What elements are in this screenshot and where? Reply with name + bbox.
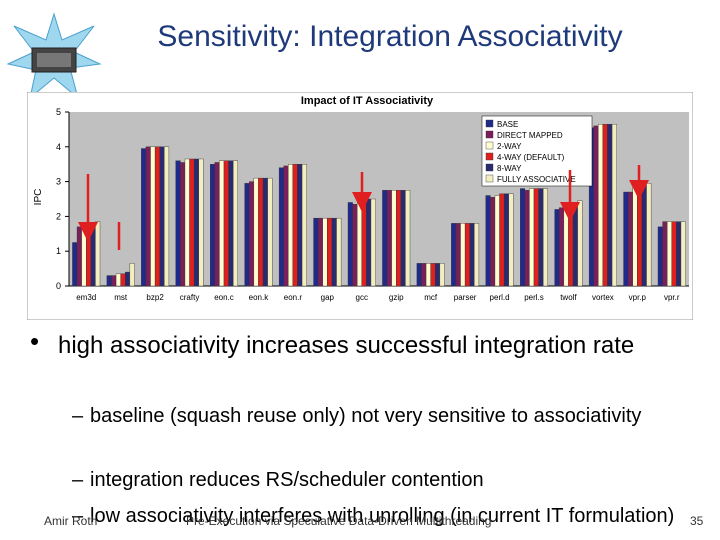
sub-bullet-marker: – <box>72 469 84 491</box>
chart: Impact of IT Associativity IPC 0 1 2 3 4 5 em3… <box>27 92 693 320</box>
sub-bullet-marker: – <box>72 505 84 527</box>
legend-swatch <box>485 163 494 172</box>
legend-label: 4-WAY (DEFAULT) <box>497 153 565 162</box>
sub-bullet-marker: – <box>72 405 84 427</box>
bar <box>439 263 445 287</box>
legend-swatch <box>485 130 494 139</box>
bar <box>370 198 376 287</box>
x-tick-label: perl.d <box>490 293 510 302</box>
bar <box>267 177 273 287</box>
y-tick-label: 2 <box>56 211 61 221</box>
x-tick-label: mcf <box>424 293 438 302</box>
x-tick-label: gap <box>321 293 335 302</box>
x-tick-label: perl.s <box>524 293 544 302</box>
y-tick-label: 3 <box>56 177 61 187</box>
bar <box>577 200 583 287</box>
bar <box>115 273 121 287</box>
bar <box>421 263 427 287</box>
sub-bullet: baseline (squash reuse only) not very se… <box>90 405 642 427</box>
legend-swatch <box>485 141 494 150</box>
x-tick-label: mst <box>114 293 128 302</box>
bar <box>336 217 342 287</box>
bar <box>301 163 307 287</box>
legend-label: FULLY ASSOCIATIVE <box>497 175 576 184</box>
bar <box>129 263 135 287</box>
logo <box>6 12 102 100</box>
x-tick-label: eon.k <box>249 293 270 302</box>
x-tick-label: bzp2 <box>146 293 164 302</box>
bullet-marker: • <box>30 326 40 356</box>
legend-label: 2-WAY <box>497 142 522 151</box>
x-tick-label: em3d <box>76 293 96 302</box>
x-tick-label: vortex <box>592 293 614 302</box>
legend-label: DIRECT MAPPED <box>497 131 563 140</box>
bar <box>611 123 617 287</box>
bar <box>542 188 548 287</box>
y-tick-label: 5 <box>56 107 61 117</box>
y-tick-label: 0 <box>56 281 61 291</box>
legend-swatch <box>485 174 494 183</box>
bar <box>680 221 686 287</box>
legend-label: 8-WAY <box>497 164 522 173</box>
x-tick-label: crafty <box>180 293 200 302</box>
arrows <box>78 165 649 250</box>
bar <box>125 271 131 287</box>
footer-author: Amir Roth <box>44 514 98 528</box>
bar <box>405 190 411 287</box>
bar <box>425 263 431 287</box>
legend-label: BASE <box>497 120 518 129</box>
sub-bullet: low associativity interferes with unroll… <box>90 505 675 527</box>
bar <box>164 146 170 287</box>
legend-swatch <box>485 152 494 161</box>
bar <box>416 263 422 287</box>
bar <box>198 158 204 287</box>
x-tick-label: eon.r <box>284 293 303 302</box>
bar <box>508 193 514 287</box>
y-tick-label: 1 <box>56 246 61 256</box>
footer-talk: Pre-Execution via Speculative Data-Drive… <box>186 514 492 528</box>
bar <box>95 221 101 287</box>
legend-swatch <box>485 119 494 128</box>
sub-bullet: integration reduces RS/scheduler content… <box>90 469 484 491</box>
arrow-group <box>78 165 649 250</box>
bar <box>232 160 238 287</box>
y-axis-label: IPC <box>33 189 44 206</box>
bar <box>435 263 441 287</box>
slide-title: Sensitivity: Integration Associativity <box>157 20 623 53</box>
x-tick-label: twolf <box>560 293 577 302</box>
x-tick-label: parser <box>454 293 477 302</box>
y-tick-label: 4 <box>56 142 61 152</box>
page-number: 35 <box>690 514 704 528</box>
x-tick-label: vpr.r <box>664 293 680 302</box>
bar <box>430 263 436 287</box>
legend-box <box>481 115 593 187</box>
bar <box>120 273 126 287</box>
bar <box>106 275 112 287</box>
bar <box>474 223 480 287</box>
bar <box>111 275 117 287</box>
x-tick-label: gzip <box>389 293 404 302</box>
bullet: high associativity increases successful … <box>58 332 635 359</box>
x-tick-label: gcc <box>356 293 368 302</box>
chart-title: Impact of IT Associativity <box>301 95 434 107</box>
x-tick-label: vpr.p <box>629 293 647 302</box>
x-tick-label: eon.c <box>214 293 234 302</box>
